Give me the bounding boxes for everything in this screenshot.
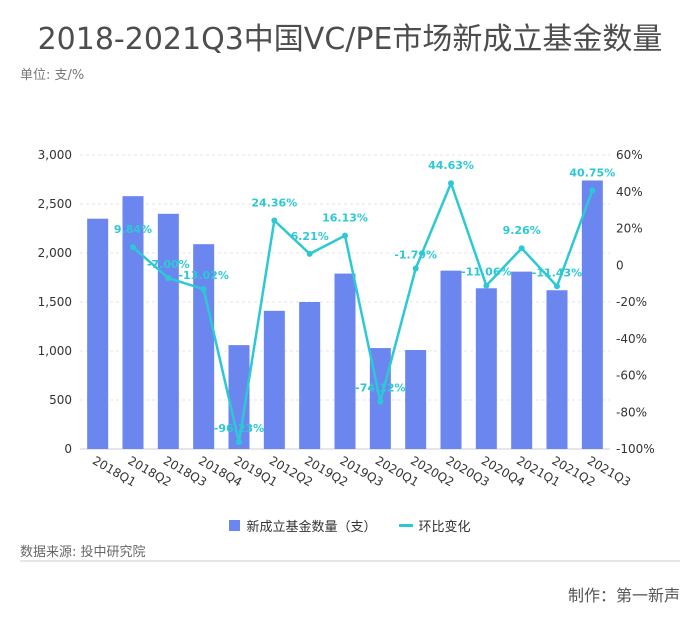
left-tick-label: 1,000 [38, 344, 72, 358]
right-tick-label: -100% [616, 442, 655, 456]
bar [511, 271, 533, 449]
line-data-label: 6.21% [291, 230, 329, 243]
bar [193, 244, 215, 449]
left-tick-label: 2,500 [38, 197, 72, 211]
legend-item-line[interactable]: 环比变化 [398, 516, 471, 535]
bar [581, 180, 603, 450]
line-point [377, 398, 384, 405]
unit-label: 单位: 支/% [20, 68, 85, 83]
line-data-label: 24.36% [251, 196, 297, 209]
right-tick-label: -80% [616, 405, 647, 419]
bar [122, 196, 144, 449]
bar [157, 213, 179, 449]
bar [263, 310, 285, 449]
line-point [483, 282, 490, 289]
right-tick-label: 0 [616, 258, 624, 272]
right-tick-label: -40% [616, 332, 647, 346]
footer-divider [20, 560, 680, 562]
right-tick-label: -20% [616, 295, 647, 309]
maker-credit: 制作：第一新声 [567, 586, 680, 605]
line-point [306, 250, 313, 257]
combo-chart: 0 500 1,000 1,500 2,000 2,500 3,000 -100% -80% -6… [38, 148, 655, 489]
line-series [132, 181, 594, 444]
line-point [412, 265, 419, 272]
line-data-label: 40.75% [569, 166, 615, 179]
left-tick-label: 2,000 [38, 246, 72, 260]
bar [475, 288, 497, 449]
line-data-label: -11.43% [532, 266, 582, 279]
bar [440, 270, 462, 449]
line-point [589, 187, 596, 194]
legend-bar-swatch [229, 520, 241, 531]
line-point [130, 244, 136, 251]
line-data-label: -7.00% [147, 258, 190, 271]
left-tick-label: 0 [64, 442, 72, 456]
line-point [342, 232, 348, 239]
legend-line-label: 环比变化 [418, 520, 471, 535]
line-data-label: -13.02% [178, 269, 228, 282]
line-point [165, 275, 172, 282]
legend: 新成立基金数量（支） 环比变化 [0, 516, 700, 535]
source-note: 数据来源: 投中研究院 [20, 545, 146, 560]
legend-bar-label: 新成立基金数量（支） [246, 520, 377, 535]
line-data-label: 16.13% [322, 212, 368, 225]
line-point [271, 217, 278, 224]
left-tick-label: 500 [49, 393, 72, 407]
line-point [236, 439, 242, 446]
line-point [518, 245, 525, 252]
line-point [200, 286, 207, 293]
right-tick-label: -60% [616, 369, 647, 383]
line-data-label: 9.26% [503, 224, 541, 237]
bar [546, 290, 568, 449]
right-tick-label: 40% [616, 185, 643, 199]
line-data-label: -74.12% [355, 381, 405, 394]
line-data-label: 9.84% [114, 223, 152, 236]
bar [299, 302, 321, 449]
right-tick-label: 60% [616, 148, 643, 162]
right-tick-label: 20% [616, 222, 643, 236]
chart-title: 2018-2021Q3中国VC/PE市场新成立基金数量 [37, 22, 663, 57]
line-data-label: -11.06% [461, 266, 511, 279]
line-data-label: -96.23% [214, 422, 264, 435]
line-data-label: 44.63% [428, 159, 474, 172]
bar [334, 273, 356, 449]
legend-item-bar[interactable]: 新成立基金数量（支） [229, 516, 377, 535]
legend-line-swatch [398, 524, 413, 527]
left-tick-label: 1,500 [38, 295, 72, 309]
line-point [554, 283, 560, 290]
line-point [448, 180, 454, 187]
line-data-label: -1.79% [394, 249, 437, 262]
left-tick-label: 3,000 [38, 148, 72, 162]
bar [405, 350, 427, 449]
bar [87, 218, 109, 449]
